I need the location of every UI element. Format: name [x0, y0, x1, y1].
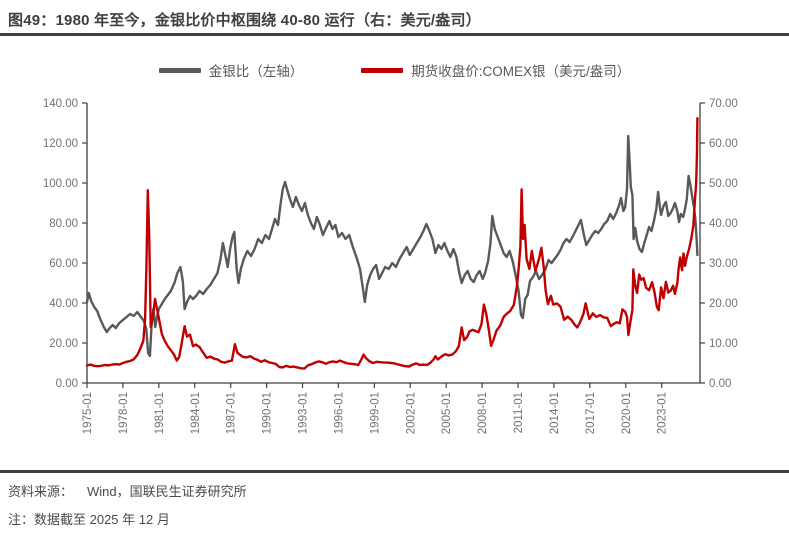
note-line: 注：数据截至 2025 年 12 月 [8, 512, 170, 527]
x-tick-label: 2023-01 [657, 392, 669, 434]
x-tick-label: 2005-01 [441, 392, 453, 434]
legend-label: 金银比（左轴） [208, 64, 304, 79]
x-tick-label: 1978-01 [118, 392, 130, 434]
y-left-tick-label: 100.00 [43, 178, 78, 190]
x-tick-label: 1993-01 [298, 392, 310, 434]
x-tick-label: 2017-01 [585, 392, 597, 434]
x-tick-label: 2002-01 [405, 392, 417, 434]
legend-item-comex-silver: 期货收盘价:COMEX银（美元/盎司） [361, 60, 630, 80]
x-tick-label: 1975-01 [82, 392, 94, 434]
source-text: Wind，国联民生证券研究所 [87, 484, 247, 499]
series-line-1 [85, 116, 699, 370]
y-left-tick-label: 140.00 [43, 98, 78, 110]
legend-label: 期货收盘价:COMEX银（美元/盎司） [411, 64, 631, 79]
y-left-tick-label: 80.00 [49, 218, 78, 230]
x-tick-label: 2008-01 [477, 392, 489, 434]
x-tick-label: 2020-01 [621, 392, 633, 434]
y-right-tick-label: 30.00 [709, 258, 738, 270]
y-right-tick-label: 10.00 [709, 338, 738, 350]
x-tick-label: 1984-01 [190, 392, 202, 434]
x-tick-label: 1996-01 [333, 392, 345, 434]
y-left-tick-label: 60.00 [49, 258, 78, 270]
y-right-tick-label: 60.00 [709, 138, 738, 150]
x-tick-label: 2011-01 [513, 392, 525, 433]
y-right-tick-label: 20.00 [709, 298, 738, 310]
x-tick-label: 1981-01 [154, 392, 166, 434]
y-left-tick-label: 120.00 [43, 138, 78, 150]
y-right-tick-label: 0.00 [709, 378, 731, 390]
y-right-tick-label: 40.00 [709, 218, 738, 230]
page-title: 图49：1980 年至今，金银比价中枢围绕 40-80 运行（右：美元/盎司） [8, 12, 481, 29]
y-right-tick-label: 50.00 [709, 178, 738, 190]
axis-frame [86, 103, 701, 384]
chart-legend: 金银比（左轴） 期货收盘价:COMEX银（美元/盎司） [0, 60, 789, 80]
x-tick-label: 2014-01 [549, 392, 561, 434]
red-line-swatch [361, 67, 404, 73]
x-tick-label: 1987-01 [226, 392, 238, 434]
x-tick-label: 1990-01 [262, 392, 274, 434]
y-left-tick-label: 40.00 [49, 298, 78, 310]
y-left-tick-label: 20.00 [49, 338, 78, 350]
y-left-tick-label: 0.00 [56, 378, 78, 390]
source-line: 资料来源： Wind，国联民生证券研究所 [8, 481, 779, 500]
gray-line-swatch [158, 67, 201, 73]
x-tick-label: 1999-01 [369, 392, 381, 434]
series-line-0 [85, 134, 699, 358]
y-right-tick-label: 70.00 [709, 98, 738, 110]
title-divider [0, 33, 789, 36]
source-label: 资料来源： [8, 484, 74, 499]
figure-footer: 资料来源： Wind，国联民生证券研究所 注：数据截至 2025 年 12 月 [0, 470, 789, 528]
legend-item-gold-silver-ratio: 金银比（左轴） [158, 60, 304, 80]
